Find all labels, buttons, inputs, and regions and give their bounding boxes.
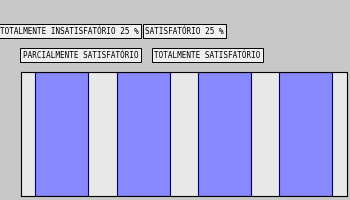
Text: TOTALMENTE SATISFATÓRIO: TOTALMENTE SATISFATÓRIO (154, 50, 260, 60)
Text: TOTALMENTE INSATISFATÓRIO 25 %: TOTALMENTE INSATISFATÓRIO 25 % (0, 26, 139, 36)
Text: PARCIALMENTE SATISFATÓRIO: PARCIALMENTE SATISFATÓRIO (23, 50, 138, 60)
Bar (279, 72, 332, 196)
Text: SATISFATÓRIO 25 %: SATISFATÓRIO 25 % (145, 26, 224, 36)
Bar (35, 72, 88, 196)
Bar (198, 72, 251, 196)
Bar (117, 72, 169, 196)
